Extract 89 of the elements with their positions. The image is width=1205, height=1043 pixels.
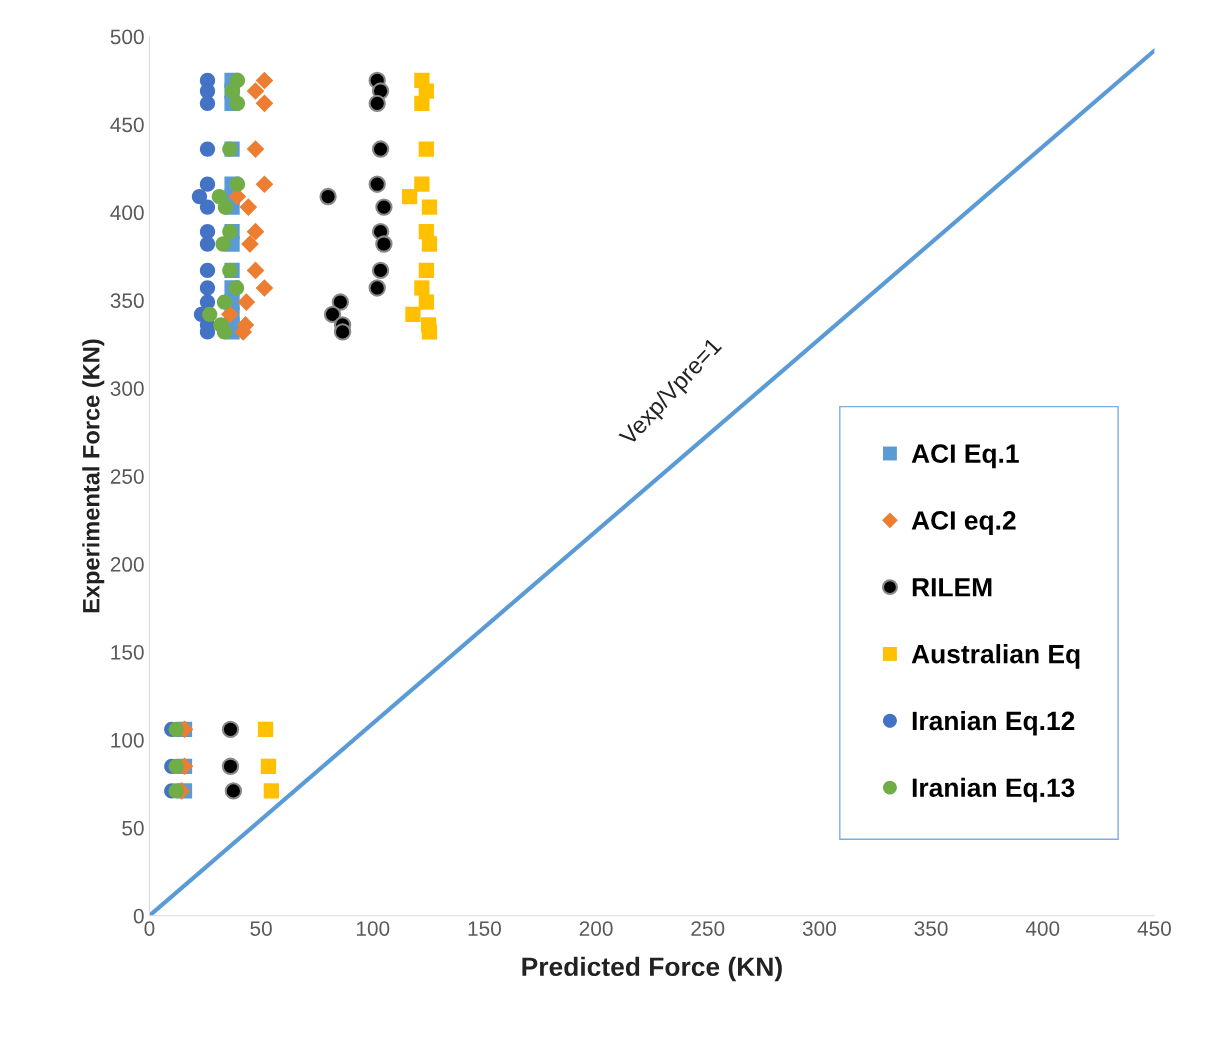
point xyxy=(368,175,386,193)
legend-label: RILEM xyxy=(912,578,992,597)
point xyxy=(199,141,216,157)
legend-label: ACI Eq.1 xyxy=(911,444,1019,469)
point xyxy=(216,324,233,340)
point xyxy=(401,188,418,205)
y-tick-label: 250 xyxy=(110,469,144,484)
point xyxy=(199,176,216,192)
point xyxy=(246,140,265,158)
point xyxy=(217,199,233,215)
x-tick-label: 250 xyxy=(691,921,725,936)
x-tick-label: 350 xyxy=(914,921,948,936)
x-tick-label: 0 xyxy=(144,921,155,936)
point xyxy=(246,261,265,280)
point xyxy=(418,262,434,279)
point xyxy=(319,187,337,206)
point xyxy=(421,324,438,340)
point xyxy=(257,721,274,737)
point xyxy=(323,305,342,324)
point xyxy=(368,94,386,113)
point xyxy=(215,236,231,252)
point xyxy=(228,280,245,296)
legend-label: Iranian Eq.12 xyxy=(912,710,1075,736)
x-tick-label: 200 xyxy=(579,921,613,936)
x-tick-label: 300 xyxy=(802,921,836,936)
point xyxy=(368,279,386,297)
point xyxy=(375,198,393,216)
x-tick-label: 50 xyxy=(250,921,272,936)
y-axis-title: Experimental Force (KN) xyxy=(82,339,105,613)
point xyxy=(224,782,243,800)
point xyxy=(220,305,239,324)
point xyxy=(375,235,393,253)
point xyxy=(229,176,246,192)
point xyxy=(246,222,265,241)
point xyxy=(255,71,274,90)
point xyxy=(255,279,274,297)
point xyxy=(246,82,265,100)
legend-label: Australian Eq xyxy=(911,644,1080,669)
x-tick-label: 450 xyxy=(1137,921,1171,936)
point xyxy=(239,198,258,216)
point xyxy=(168,783,184,799)
legend-label: ACI eq.2 xyxy=(911,511,1016,536)
point xyxy=(237,293,256,311)
x-tick-label: 150 xyxy=(468,921,501,936)
y-tick-label: 50 xyxy=(122,820,144,836)
point xyxy=(260,758,277,774)
point xyxy=(255,94,274,113)
point xyxy=(168,758,184,774)
point xyxy=(221,757,240,775)
point xyxy=(199,280,216,296)
point xyxy=(191,188,208,205)
y-tick-label: 450 xyxy=(110,117,144,133)
point xyxy=(263,783,279,799)
point xyxy=(199,199,216,215)
point xyxy=(221,720,240,739)
x-axis-title: Predicted Force (KN) xyxy=(522,956,782,982)
y-tick-label: 400 xyxy=(110,205,144,221)
point xyxy=(333,323,352,341)
point xyxy=(331,293,350,311)
point xyxy=(421,236,438,252)
x-tick-label: 400 xyxy=(1025,921,1060,936)
point xyxy=(418,141,434,157)
point xyxy=(414,95,430,111)
point xyxy=(199,95,216,111)
x-tick-label: 100 xyxy=(356,921,390,936)
point xyxy=(371,140,390,158)
legend-label: Iranian Eq.13 xyxy=(912,777,1075,803)
point xyxy=(405,306,421,322)
y-tick-label: 100 xyxy=(111,732,144,748)
point xyxy=(414,280,430,296)
point xyxy=(168,721,184,737)
y-tick-label: 350 xyxy=(110,293,144,309)
point xyxy=(418,294,434,310)
point xyxy=(199,236,216,252)
y-tick-label: 300 xyxy=(110,381,144,396)
point xyxy=(421,199,438,215)
point xyxy=(414,176,430,192)
point xyxy=(371,261,390,280)
point xyxy=(241,235,259,253)
point xyxy=(199,262,216,279)
point xyxy=(229,95,246,111)
point xyxy=(255,175,274,194)
point xyxy=(199,224,216,240)
y-tick-label: 150 xyxy=(111,644,144,660)
y-tick-label: 500 xyxy=(110,29,144,45)
y-tick-label: 200 xyxy=(110,557,144,572)
point xyxy=(216,294,233,310)
y-tick-label: 0 xyxy=(133,908,144,924)
point xyxy=(202,306,218,322)
